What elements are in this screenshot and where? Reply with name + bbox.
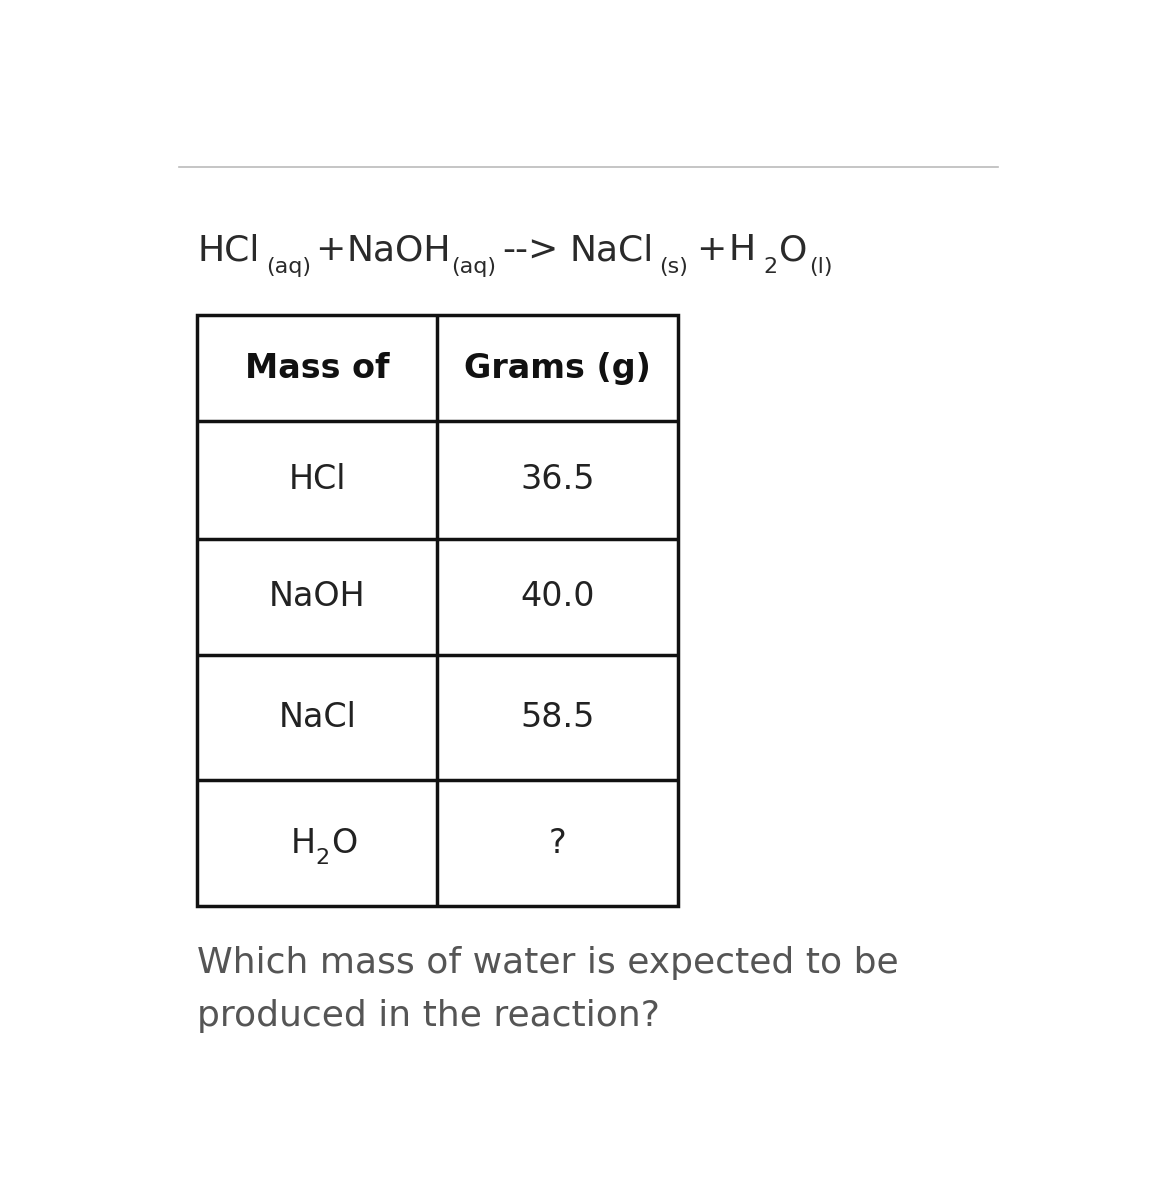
Text: +: + <box>316 233 346 268</box>
Text: +: + <box>696 233 726 268</box>
Text: (aq): (aq) <box>267 257 311 277</box>
Text: H: H <box>728 233 756 268</box>
Text: H: H <box>291 827 316 859</box>
Text: (l): (l) <box>809 257 832 277</box>
Text: 2: 2 <box>763 257 778 277</box>
Text: NaCl: NaCl <box>278 701 356 734</box>
Text: (aq): (aq) <box>450 257 496 277</box>
Text: Which mass of water is expected to be
produced in the reaction?: Which mass of water is expected to be pr… <box>198 946 899 1033</box>
Text: 40.0: 40.0 <box>520 581 595 613</box>
Text: 36.5: 36.5 <box>520 463 595 497</box>
Text: O: O <box>332 827 357 859</box>
Text: NaOH: NaOH <box>269 581 365 613</box>
Text: O: O <box>779 233 808 268</box>
Text: NaCl: NaCl <box>569 233 654 268</box>
Text: 2: 2 <box>316 847 330 868</box>
Text: Grams (g): Grams (g) <box>464 352 651 384</box>
Text: (s): (s) <box>660 257 688 277</box>
Text: HCl: HCl <box>288 463 346 497</box>
Text: NaOH: NaOH <box>347 233 452 268</box>
Text: ?: ? <box>549 827 566 859</box>
Text: HCl: HCl <box>198 233 260 268</box>
Text: -->: --> <box>502 233 558 268</box>
Text: 58.5: 58.5 <box>520 701 595 734</box>
Text: Mass of: Mass of <box>245 352 390 384</box>
